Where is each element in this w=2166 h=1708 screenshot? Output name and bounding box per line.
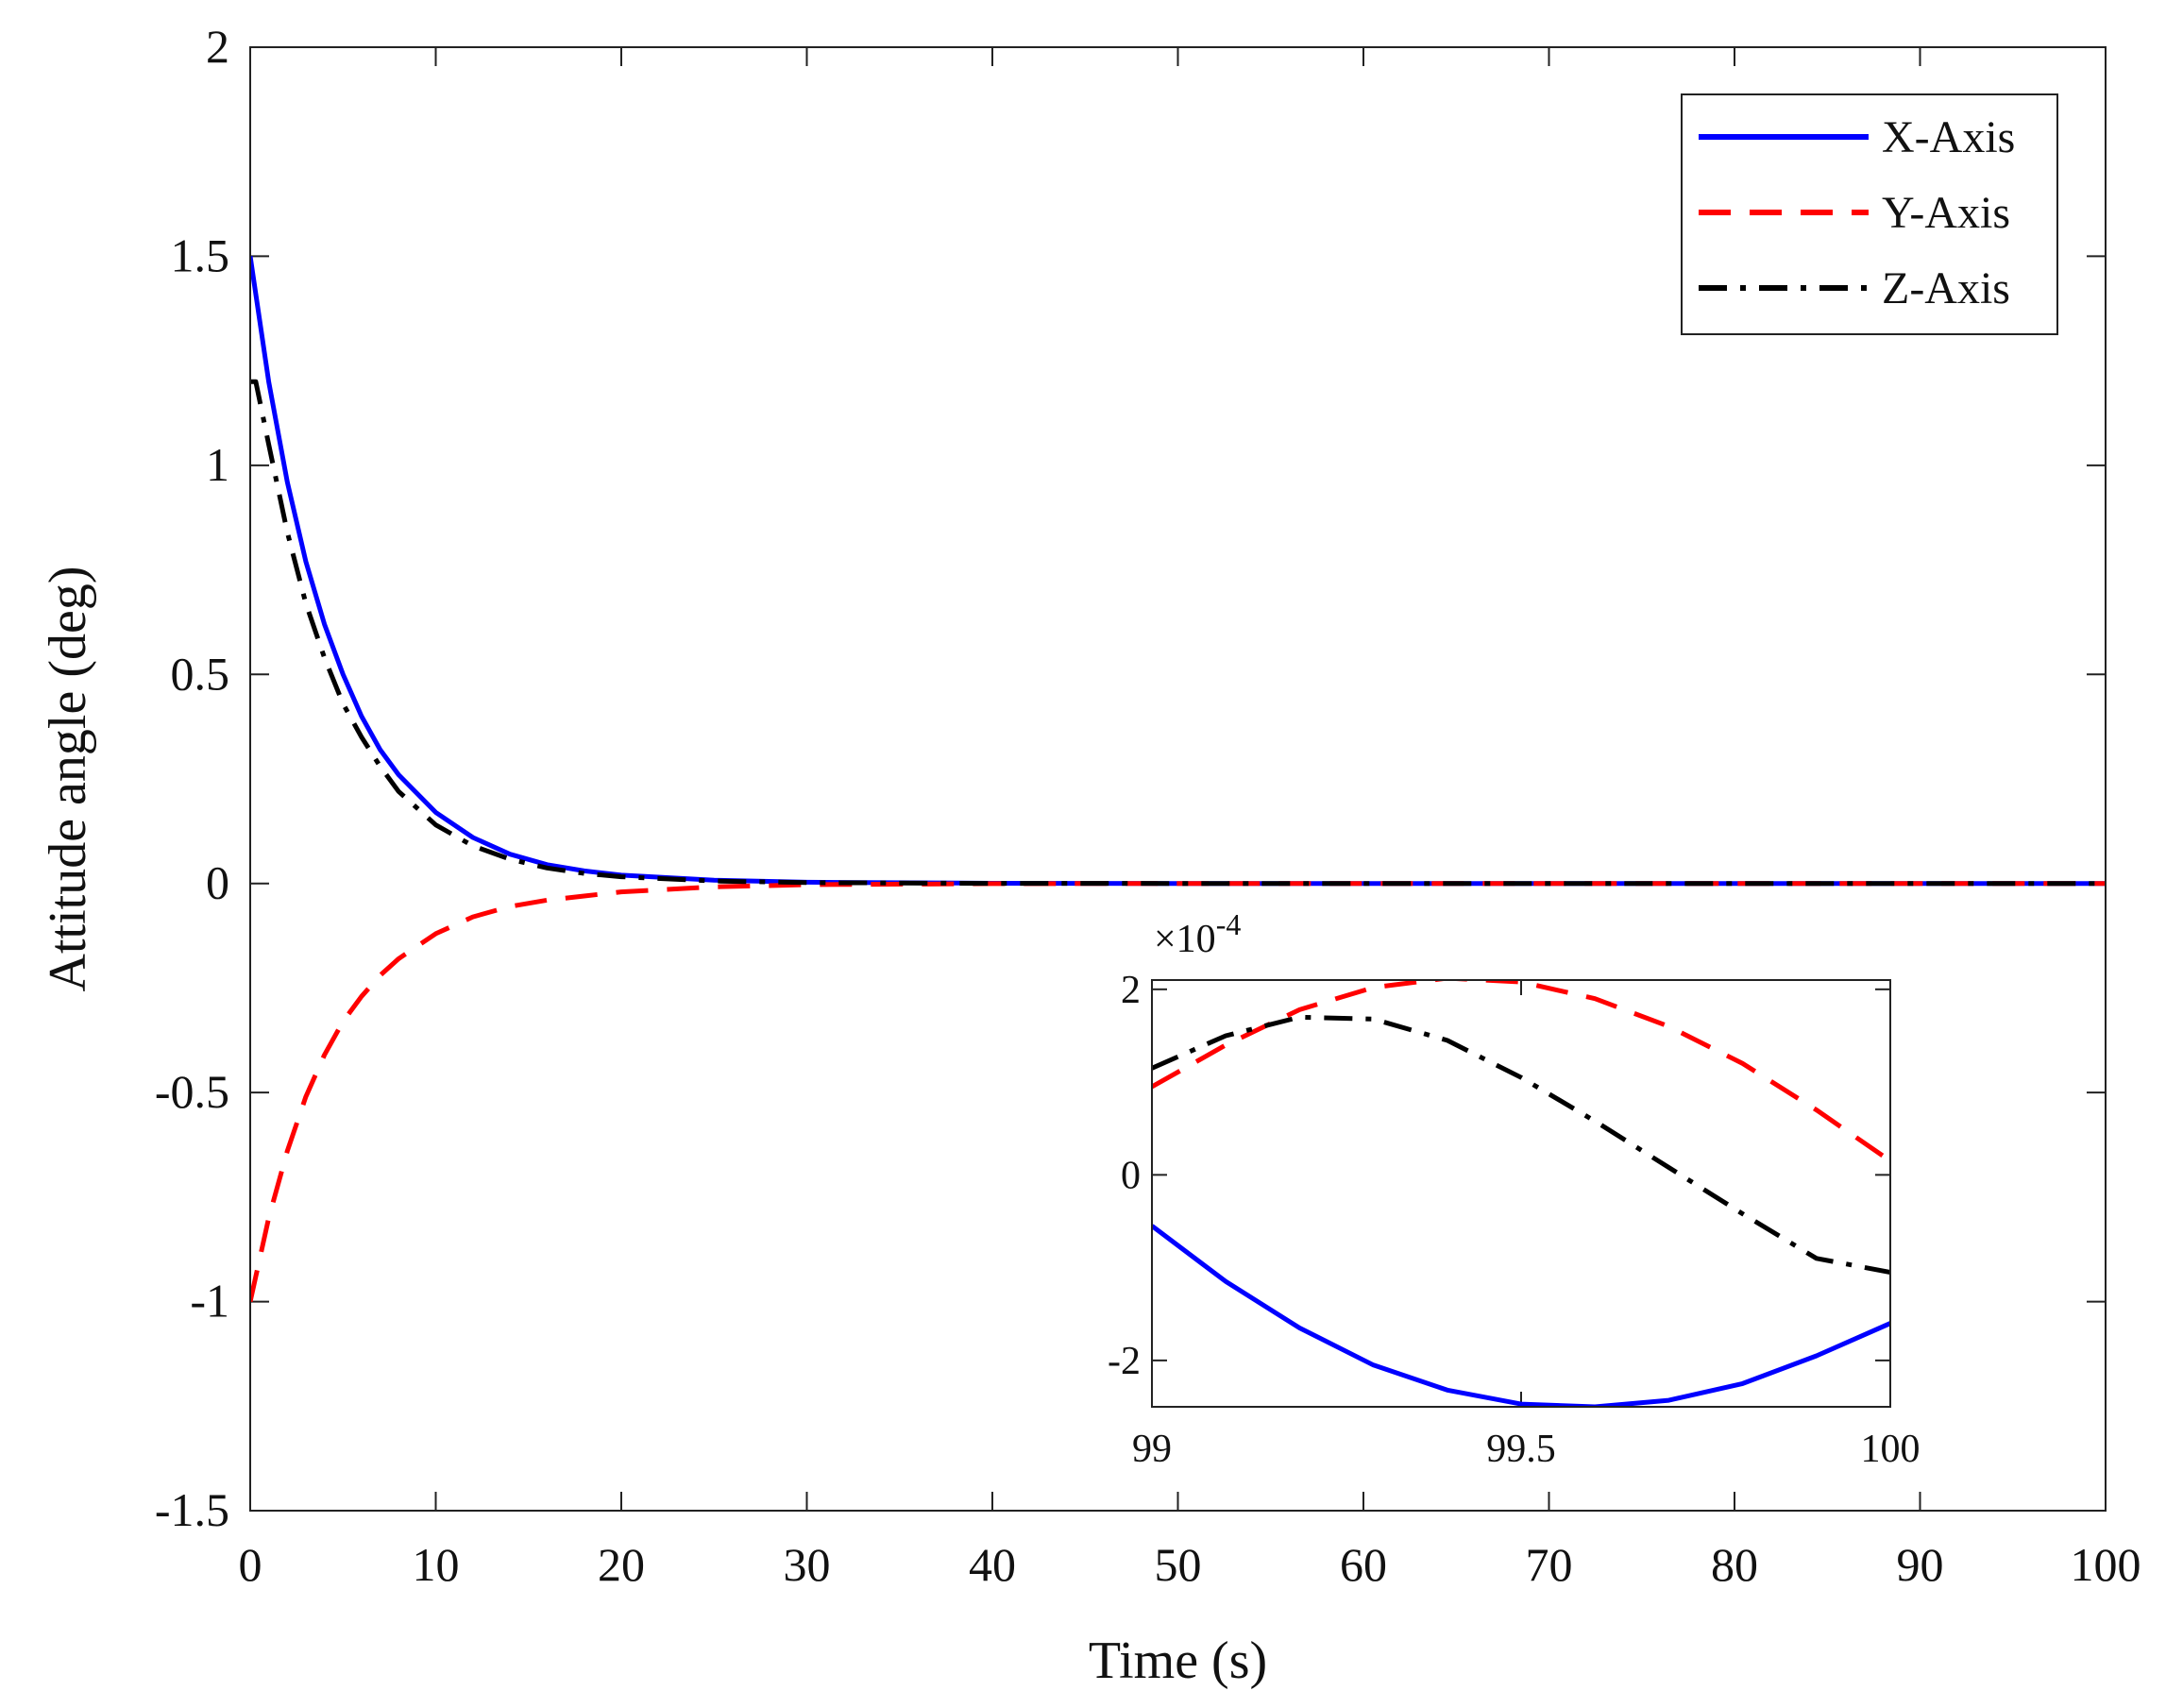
- main-y-tick-label: 2: [206, 20, 229, 73]
- inset-axes-frame: [1151, 979, 1891, 1408]
- main-x-tick-label: 100: [2071, 1538, 2141, 1591]
- main-x-tick-label: 90: [1897, 1538, 1944, 1591]
- main-x-tick-label: 30: [784, 1538, 831, 1591]
- main-axes-frame: [249, 46, 2107, 1512]
- y-axis-label: Attitude angle (deg): [39, 567, 97, 992]
- inset-y-tick-label: 2: [1121, 969, 1141, 1012]
- legend-label-y-axis: Y-Axis: [1882, 188, 2010, 238]
- main-y-tick-label: 1: [206, 438, 229, 491]
- main-x-tick-label: 70: [1526, 1538, 1573, 1591]
- inset-y-multiplier: ×10-4: [1154, 907, 1241, 961]
- main-plot: 0 10 20 30 40 50 60 70 80 90 100-1.5-1-0.500.511.5…: [39, 20, 2141, 1690]
- inset-y-tick-label: -2: [1108, 1340, 1141, 1383]
- inset-x-tick-label: 99: [1132, 1428, 1172, 1471]
- main-x-tick-label: 0: [239, 1538, 262, 1591]
- inset-x-tick-label: 100: [1861, 1428, 1921, 1471]
- main-y-tick-label: 1.5: [171, 228, 230, 281]
- main-series-x-axis: [250, 256, 2106, 887]
- inset-plot: 99 99.5 100 -2 0 2 ×10-4: [1108, 907, 1921, 1471]
- inset-y-tick-label: 0: [1121, 1154, 1141, 1197]
- inset-background: [1152, 980, 1890, 1407]
- main-y-tick-label: -0.5: [155, 1065, 229, 1118]
- main-y-tick-label: 0.5: [171, 647, 230, 700]
- inset-x-tick-label: 99.5: [1486, 1428, 1556, 1471]
- legend: X-Axis Y-Axis Z-Axis: [1681, 93, 2058, 335]
- main-x-tick-label: 10: [413, 1538, 460, 1591]
- legend-label-x-axis: X-Axis: [1882, 112, 2015, 162]
- inset-series-x-axis: [1152, 1224, 1890, 1407]
- legend-label-z-axis: Z-Axis: [1882, 263, 2010, 313]
- main-y-tick-label: -1.5: [155, 1483, 229, 1536]
- main-x-tick-label: 20: [598, 1538, 645, 1591]
- inset-series-z-axis: [1152, 1014, 1890, 1275]
- main-x-tick-label: 40: [969, 1538, 1016, 1591]
- main-x-tick-label: 50: [1155, 1538, 1202, 1591]
- main-y-tick-label: -1: [190, 1275, 229, 1328]
- main-x-tick-label: 60: [1340, 1538, 1387, 1591]
- main-series-z-axis: [250, 379, 2106, 887]
- main-y-tick-label: 0: [206, 856, 229, 909]
- main-x-tick-label: 80: [1711, 1538, 1758, 1591]
- x-axis-label: Time (s): [1089, 1632, 1267, 1690]
